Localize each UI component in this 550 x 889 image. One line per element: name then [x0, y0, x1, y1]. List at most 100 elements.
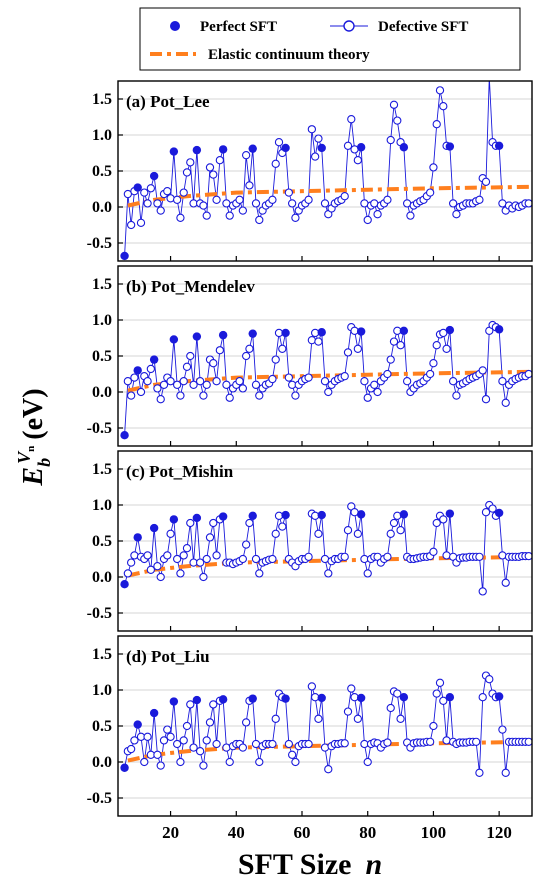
defective-point: [432, 518, 441, 528]
y-tick-label: 0.0: [92, 754, 112, 771]
y-tick-label: -0.5: [87, 420, 112, 437]
defective-point: [310, 152, 320, 161]
perfect-point: [445, 325, 455, 335]
defective-point: [179, 188, 188, 197]
perfect-point: [248, 329, 257, 338]
perfect-point: [218, 512, 228, 521]
defective-point: [215, 346, 225, 355]
defective-point: [343, 526, 353, 535]
defective-point: [172, 195, 182, 204]
defective-point: [143, 551, 152, 560]
defective-point: [126, 391, 136, 400]
defective-point: [373, 210, 382, 219]
defective-point: [268, 739, 277, 749]
defective-point: [182, 362, 192, 371]
defective-point: [179, 736, 188, 745]
perfect-point: [149, 355, 159, 364]
defective-point: [172, 554, 182, 564]
defective-point: [304, 195, 313, 204]
defective-point: [159, 736, 169, 745]
defective-point: [324, 569, 333, 578]
perfect-point: [445, 142, 455, 151]
defective-point: [524, 199, 532, 208]
defective-point: [353, 344, 363, 353]
perfect-point: [399, 693, 409, 702]
defective-point: [225, 393, 234, 402]
perfect-point: [356, 143, 366, 152]
y-label-supsub: n: [25, 446, 37, 452]
defective-point: [182, 544, 192, 553]
defective-point: [435, 678, 445, 687]
defective-point: [383, 195, 392, 204]
defective-point: [126, 220, 136, 230]
defective-point: [429, 721, 438, 731]
defective-point: [189, 743, 198, 752]
defective-point: [153, 199, 162, 208]
defective-point: [343, 348, 353, 357]
legend-defective-label: Defective SFT: [378, 19, 468, 35]
defective-point: [222, 743, 231, 752]
perfect-point: [192, 145, 202, 155]
perfect-point: [356, 510, 366, 519]
perfect-point: [133, 183, 142, 192]
y-tick-label: 0.0: [92, 384, 112, 401]
defective-point: [176, 391, 185, 400]
defective-point: [347, 684, 356, 693]
defective-point: [481, 177, 491, 186]
defective-point: [425, 188, 435, 197]
defective-point: [209, 170, 218, 179]
defective-point: [353, 714, 363, 723]
defective-point: [524, 369, 532, 379]
perfect-point: [445, 509, 455, 518]
defective-point: [212, 551, 221, 560]
defective-point: [429, 163, 438, 172]
defective-point: [186, 158, 195, 167]
defective-point: [284, 188, 294, 197]
defective-point: [291, 757, 300, 767]
defective-point: [271, 529, 280, 538]
defective-point: [442, 551, 451, 560]
panel-label: (b) Pot_Mendelev: [126, 277, 255, 296]
defective-point: [209, 359, 218, 368]
defective-point: [199, 391, 208, 400]
defective-point: [501, 768, 510, 777]
defective-point: [320, 377, 330, 386]
defective-point: [235, 377, 244, 386]
perfect-point: [317, 328, 326, 337]
defective-point: [146, 565, 156, 574]
defective-point: [425, 369, 435, 379]
defective-point: [136, 387, 146, 397]
defective-point: [363, 393, 372, 402]
defective-point: [475, 195, 484, 204]
perfect-point: [133, 533, 142, 542]
defective-point: [202, 554, 211, 564]
defective-point: [153, 562, 162, 571]
defective-point: [166, 194, 175, 203]
panel-label: (c) Pot_Mishin: [126, 462, 234, 481]
defective-point: [205, 718, 215, 727]
perfect-point: [399, 326, 409, 335]
defective-point: [166, 529, 175, 538]
perfect-point: [281, 328, 290, 338]
defective-point: [205, 163, 215, 172]
perfect-point: [445, 693, 455, 702]
defective-point: [383, 552, 392, 561]
defective-point: [156, 761, 165, 770]
x-tick-label: 80: [359, 823, 376, 842]
defective-point: [182, 168, 192, 177]
y-label-unit: (eV): [18, 388, 49, 439]
defective-point: [291, 213, 300, 222]
defective-point: [156, 206, 165, 215]
perfect-point: [120, 431, 129, 440]
panel-2: -0.5 0.0 0.5 1.0 1.5 (c) Pot_Mishin: [87, 450, 533, 632]
defective-point: [498, 377, 507, 386]
defective-point: [202, 736, 211, 745]
defective-point: [123, 569, 133, 578]
defective-point: [478, 693, 487, 702]
defective-point: [251, 554, 261, 564]
panel-frame: [117, 635, 533, 817]
y-axis-label: EbVn (eV): [14, 388, 54, 486]
perfect-point: [399, 143, 409, 152]
defective-point: [488, 504, 497, 513]
defective-point: [439, 102, 448, 111]
